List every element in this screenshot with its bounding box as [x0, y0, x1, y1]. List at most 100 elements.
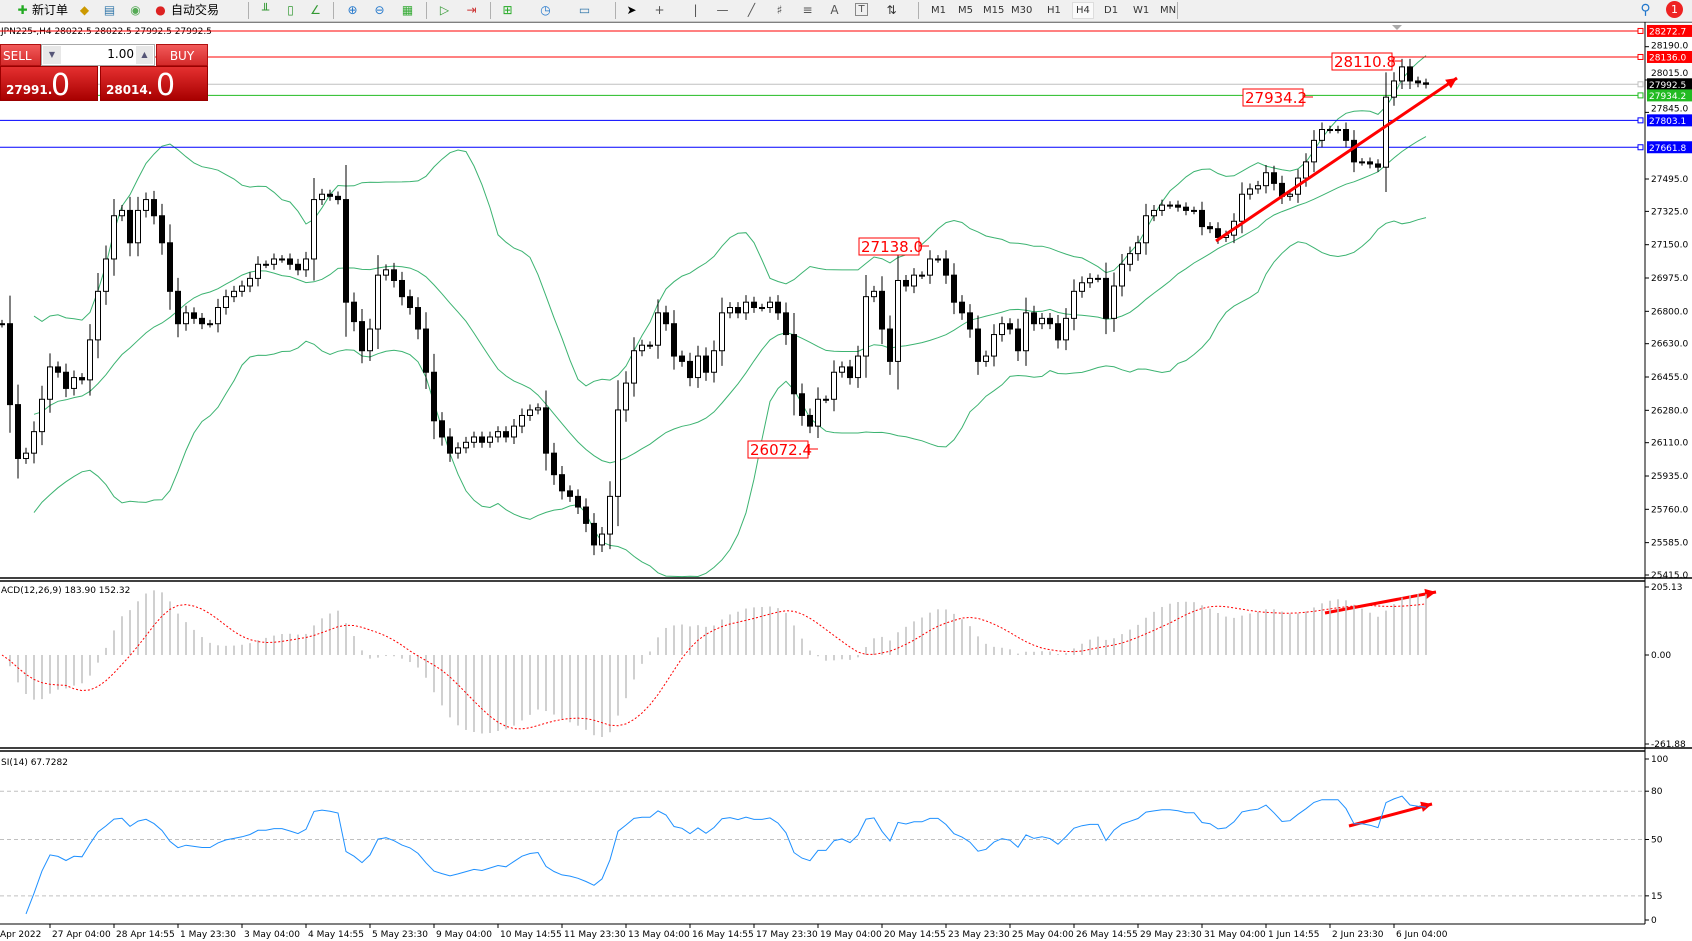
candle-bull: [623, 382, 629, 411]
candle-bear: [1271, 172, 1277, 184]
data-window-icon[interactable]: ▤: [103, 3, 116, 17]
candle-bear: [407, 296, 413, 309]
price-tick-label: 28190.0: [1651, 42, 1688, 52]
candle-bear: [415, 307, 421, 330]
candle-bull: [31, 431, 37, 454]
time-label: 11 May 23:30: [564, 930, 626, 940]
candle-bull: [39, 398, 45, 433]
candle-bull: [71, 377, 77, 389]
buy-button[interactable]: BUY: [156, 44, 208, 66]
timeframe-m30[interactable]: M30: [1011, 5, 1033, 16]
candle-bear: [783, 312, 789, 336]
candle-bull: [695, 355, 701, 379]
candle-bull: [1079, 282, 1085, 292]
zoom-out-icon[interactable]: ⊖: [374, 3, 385, 17]
auto-trading-icon[interactable]: ●: [155, 3, 166, 17]
price-line-handle[interactable]: [1637, 117, 1644, 124]
market-watch-icon[interactable]: ◆: [79, 3, 90, 17]
new-order-icon[interactable]: ✚: [17, 3, 28, 17]
candle-bear: [967, 312, 973, 330]
cursor-icon[interactable]: ➤: [626, 3, 637, 17]
candle-bull: [1127, 253, 1133, 265]
trendline-icon[interactable]: ╱: [747, 3, 756, 17]
lot-increase-button[interactable]: ▲: [136, 46, 153, 64]
timeframe-m1[interactable]: M1: [931, 5, 946, 16]
sell-price-box[interactable]: 27991. 0: [0, 66, 98, 102]
text-label-icon[interactable]: T: [855, 3, 868, 16]
time-label: 29 May 23:30: [1140, 930, 1202, 940]
candlestick-icon[interactable]: ▯: [287, 3, 294, 17]
price-line-handle[interactable]: [1637, 27, 1644, 34]
candle-bear: [663, 312, 669, 325]
candle-bear: [751, 301, 757, 309]
time-label: 19 May 04:00: [820, 930, 882, 940]
price-tick-label: 25585.0: [1651, 539, 1688, 549]
price-line-handle[interactable]: [1637, 53, 1644, 60]
arrows-icon[interactable]: ⇅: [886, 3, 897, 17]
price-line-handle[interactable]: [1637, 144, 1644, 151]
fibo-fan-icon[interactable]: ≡: [802, 3, 813, 17]
trend-arrow-rsi: [1348, 802, 1433, 828]
candle-bear: [175, 290, 181, 325]
bar-chart-icon[interactable]: ╨: [261, 3, 270, 17]
fibonacci-icon[interactable]: ♯: [776, 3, 783, 17]
candle-bear: [327, 193, 333, 197]
candle-bull: [1119, 263, 1125, 287]
tile-windows-icon[interactable]: ▦: [401, 3, 414, 17]
timeframe-mn[interactable]: MN: [1160, 5, 1177, 16]
autoscroll-icon[interactable]: ▷: [439, 3, 450, 17]
time-label: 4 May 14:55: [308, 930, 364, 940]
vertical-line-icon[interactable]: |: [693, 3, 698, 17]
macd-header: ACD(12,26,9) 183.90 152.32: [1, 586, 130, 596]
price-tick-label: 27495.0: [1651, 175, 1688, 185]
candle-bull: [1391, 80, 1397, 98]
notification-badge[interactable]: 1: [1666, 1, 1683, 18]
candle-bull: [375, 274, 381, 330]
time-label: 10 May 14:55: [500, 930, 562, 940]
timeframe-m15[interactable]: M15: [983, 5, 1005, 16]
chart-shift-marker: [1392, 25, 1402, 30]
timeframe-d1[interactable]: D1: [1104, 5, 1119, 16]
timeframe-m5[interactable]: M5: [958, 5, 973, 16]
lot-size-field[interactable]: ▼ 1.00 ▲: [41, 44, 155, 66]
text-icon[interactable]: A: [830, 3, 839, 17]
candle-bull: [487, 436, 493, 443]
candle-bull: [1095, 277, 1101, 280]
timeframe-h1[interactable]: H1: [1047, 5, 1061, 16]
price-line-handle[interactable]: [1637, 92, 1644, 99]
templates-icon[interactable]: ▭: [578, 3, 591, 17]
price-line-handle[interactable]: [1637, 81, 1644, 88]
timeframe-h4[interactable]: H4: [1072, 2, 1094, 19]
candle-bull: [823, 398, 829, 401]
candle-bull: [927, 258, 933, 276]
new-order-button[interactable]: 新订单: [32, 3, 69, 17]
lot-value[interactable]: 1.00: [107, 47, 134, 61]
candle-bear: [439, 420, 445, 438]
signals-icon[interactable]: ◉: [130, 3, 141, 17]
line-chart-icon[interactable]: ∠: [310, 3, 321, 17]
chart-shift-icon[interactable]: ⇥: [466, 3, 477, 17]
sell-button[interactable]: SELL: [0, 44, 41, 66]
horizontal-line-icon[interactable]: —: [716, 3, 729, 17]
timeframe-w1[interactable]: W1: [1133, 5, 1150, 16]
price-line-label: 27661.8: [1649, 144, 1686, 154]
indicators-icon[interactable]: ⊞: [502, 3, 513, 17]
search-icon[interactable]: ⚲: [1640, 2, 1651, 18]
price-line-label-bg: [1647, 24, 1692, 37]
trend-arrow-price: [1215, 76, 1458, 243]
lot-decrease-button[interactable]: ▼: [43, 46, 61, 64]
crosshair-icon[interactable]: +: [654, 3, 665, 17]
candle-bear: [151, 199, 157, 217]
zoom-in-icon[interactable]: ⊕: [347, 3, 358, 17]
price-tick-label: 26280.0: [1651, 406, 1688, 416]
candle-bull: [279, 258, 285, 261]
time-label: 3 May 04:00: [244, 930, 300, 940]
buy-price-box[interactable]: 28014. 0: [100, 66, 208, 102]
auto-trading-button[interactable]: 自动交易: [171, 3, 220, 17]
price-annotation: 28110.8: [1334, 53, 1396, 71]
sell-price: 27991.: [6, 83, 53, 97]
periods-icon[interactable]: ◷: [540, 3, 551, 17]
buy-price: 28014.: [106, 83, 153, 97]
candle-bear: [1351, 139, 1357, 163]
